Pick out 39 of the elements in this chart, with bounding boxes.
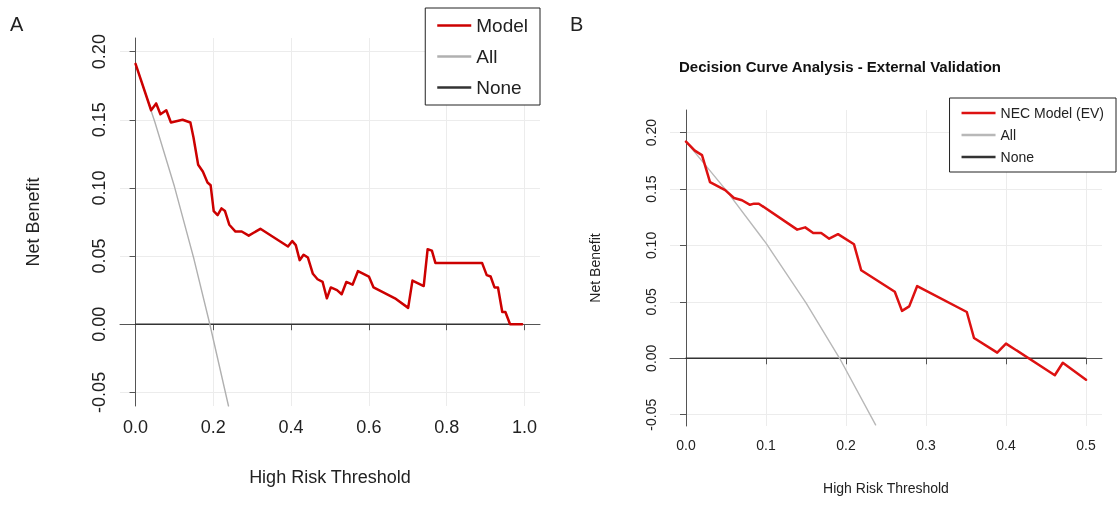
x-tick-label: 0.0	[676, 437, 696, 453]
y-tick-label: 0.00	[89, 306, 109, 342]
y-tick-label: 0.20	[643, 118, 659, 147]
x-tick-label: 0.8	[434, 417, 460, 437]
y-tick-label: 0.00	[643, 344, 659, 372]
y-tick-label: 0.05	[89, 238, 109, 274]
y-tick-label: 0.05	[643, 288, 659, 316]
x-tick-label: 0.1	[756, 437, 776, 453]
y-tick-label: 0.15	[89, 102, 109, 138]
y-tick-label: 0.10	[89, 170, 109, 206]
y-axis-title: Net Benefit	[587, 233, 603, 303]
line-series	[134, 62, 524, 326]
y-tick-label: 0.15	[643, 175, 659, 203]
line-series	[684, 140, 1088, 381]
x-tick-label: 0.6	[356, 417, 382, 437]
x-axis-title: High Risk Threshold	[249, 467, 411, 487]
x-tick-label: 0.4	[996, 437, 1016, 453]
y-tick-label: -0.05	[643, 398, 659, 431]
legend-label: Model	[476, 15, 528, 36]
x-tick-label: 0.5	[1076, 437, 1096, 453]
x-tick-label: 0.2	[200, 417, 226, 437]
x-tick-label: 0.3	[916, 437, 936, 453]
x-tick-label: 0.4	[278, 417, 304, 437]
x-tick-label: 0.0	[123, 417, 149, 437]
chart-title: Decision Curve Analysis - External Validation	[678, 58, 1002, 75]
legend-label: None	[1000, 149, 1035, 165]
legend-label: All	[476, 46, 498, 67]
x-tick-label: 0.2	[836, 437, 856, 453]
y-tick-label: 0.20	[89, 34, 109, 70]
legend-label: None	[476, 77, 522, 98]
legend-label: All	[1000, 127, 1017, 143]
text: B	[570, 13, 584, 35]
x-axis-title: High Risk Threshold	[823, 480, 949, 496]
y-axis-title: Net Benefit	[23, 177, 43, 267]
x-tick-label: 1.0	[511, 417, 537, 437]
legend-label: NEC Model (EV)	[1000, 105, 1104, 121]
y-tick-label: -0.05	[89, 371, 109, 413]
y-tick-label: 0.10	[643, 231, 659, 260]
text: A	[10, 13, 24, 35]
